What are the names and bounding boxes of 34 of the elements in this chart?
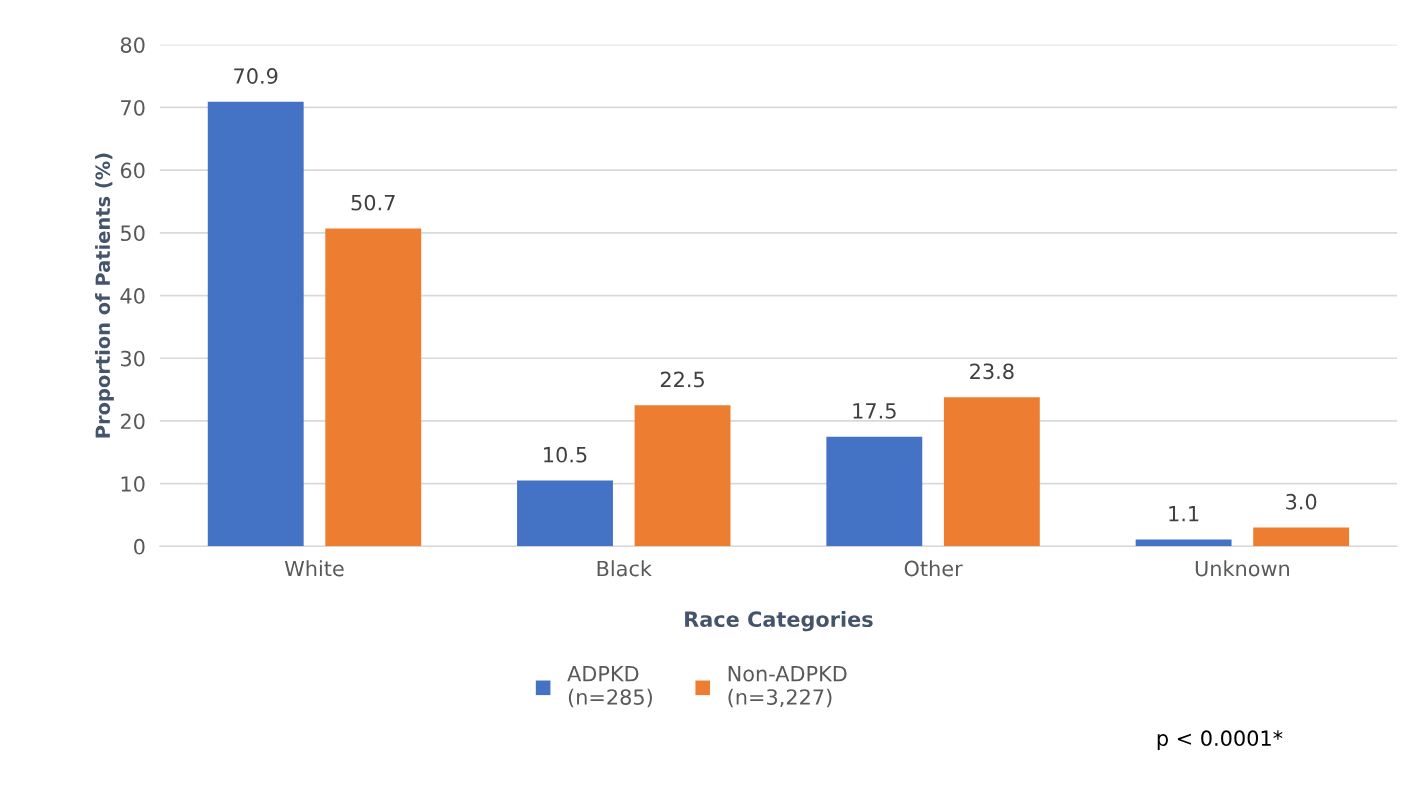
- data-label: 3.0: [1286, 493, 1317, 510]
- y-tick-label: 10: [121, 476, 145, 492]
- bar: [325, 228, 422, 547]
- y-tick-label: 0: [134, 538, 145, 555]
- bar: [634, 405, 731, 547]
- data-label: 1.1: [1169, 506, 1199, 522]
- text: p < 0.0001*: [1157, 730, 1283, 751]
- x-tick-label: Black: [597, 560, 652, 577]
- data-label: 70.9: [234, 68, 278, 84]
- bar: [943, 397, 1040, 547]
- y-tick-label: 70: [121, 99, 145, 116]
- data-label: 23.8: [970, 363, 1014, 380]
- legend-label: Non-ADPKD (n=3,227): [728, 666, 847, 708]
- data-label: 50.7: [351, 194, 395, 211]
- data-label: 17.5: [853, 403, 896, 419]
- y-tick-label: 50: [121, 225, 145, 242]
- y-tick-label: 60: [120, 162, 145, 179]
- bar: [1253, 527, 1350, 547]
- y-tick-label: 30: [121, 350, 145, 367]
- bar: [1135, 539, 1232, 547]
- data-label: 22.5: [660, 371, 704, 388]
- bar: [826, 436, 923, 547]
- x-tick-label: Unknown: [1195, 560, 1289, 577]
- x-axis-title: Race Categories: [685, 610, 873, 632]
- y-axis-title: Proportion of Patients (%): [95, 153, 114, 438]
- y-tick-label: 80: [120, 37, 145, 53]
- data-label: 10.5: [544, 446, 587, 463]
- bar: [517, 480, 613, 547]
- legend-label: ADPKD (n=285): [567, 666, 652, 708]
- x-tick-label: Other: [904, 560, 963, 577]
- y-tick-label: 40: [120, 288, 145, 304]
- x-tick-label: White: [284, 560, 344, 577]
- bar: [207, 101, 304, 547]
- y-tick-label: 20: [120, 413, 145, 430]
